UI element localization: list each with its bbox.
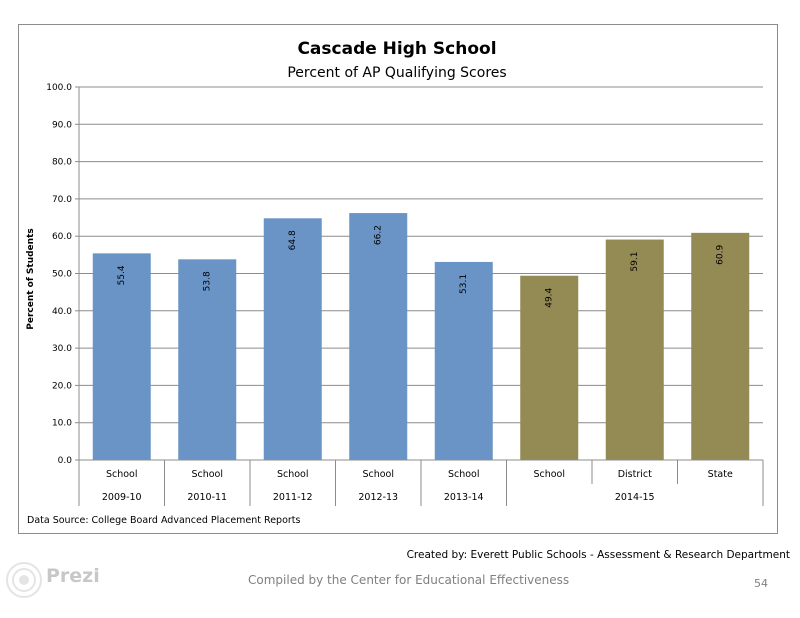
x-group-label: 2011-12 — [273, 492, 313, 503]
x-group-label: 2009-10 — [102, 492, 142, 503]
bar-chart: Cascade High School Percent of AP Qualif… — [26, 39, 764, 526]
y-axis-ticks: 0.0 10.0 20.0 30.0 40.0 50.0 60.0 70.0 80.0 90.0 1… — [46, 83, 72, 466]
chart-subtitle: Percent of AP Qualifying Scores — [287, 65, 506, 81]
y-tick-label: 50.0 — [52, 270, 72, 280]
bar — [349, 213, 408, 460]
bar-value-label: 49.4 — [545, 287, 555, 307]
chart-frame: Cascade High School Percent of AP Qualif… — [18, 24, 778, 534]
y-tick-label: 90.0 — [52, 120, 72, 130]
y-tick-label: 70.0 — [52, 195, 72, 205]
data-labels: 55.4 53.8 64.8 66.2 53.1 49.4 59.1 60.9 — [117, 225, 726, 308]
prezi-logo-text: Prezi — [46, 565, 100, 587]
y-tick-label: 0.0 — [58, 456, 73, 466]
x-group-label: 2013-14 — [444, 492, 484, 503]
bar-value-label: 60.9 — [716, 245, 726, 265]
bar-value-label: 66.2 — [374, 225, 384, 245]
created-by-credit: Created by: Everett Public Schools - Ass… — [406, 549, 790, 561]
x-axis-categories: School School School School School School Dist… — [78, 459, 764, 506]
x-group-label: 2014-15 — [615, 492, 655, 503]
bar — [605, 239, 664, 460]
y-tick-label: 20.0 — [52, 381, 72, 391]
bars — [92, 213, 750, 460]
bar-value-label: 53.8 — [203, 271, 213, 291]
bar-value-label: 53.1 — [459, 274, 469, 294]
bar-value-label: 64.8 — [288, 230, 298, 250]
x-group-label: 2012-13 — [358, 492, 398, 503]
y-tick-label: 80.0 — [52, 158, 72, 168]
y-tick-label: 30.0 — [52, 344, 72, 354]
x-category-label: State — [708, 469, 733, 480]
x-category-label: District — [618, 469, 652, 480]
y-axis-label: Percent of Students — [26, 228, 36, 329]
compiled-by-note: Compiled by the Center for Educational E… — [248, 573, 570, 587]
prezi-logo-icon — [6, 562, 42, 598]
bar-value-label: 59.1 — [630, 252, 640, 272]
x-category-label: School — [106, 469, 138, 480]
y-tick-label: 40.0 — [52, 307, 72, 317]
data-source-note: Data Source: College Board Advanced Plac… — [27, 515, 301, 526]
x-category-label: School — [448, 469, 480, 480]
x-category-label: School — [277, 469, 309, 480]
bar — [434, 261, 493, 460]
bar-value-label: 55.4 — [117, 265, 127, 285]
page-number: 54 — [754, 577, 768, 590]
chart-title: Cascade High School — [297, 39, 496, 59]
x-category-label: School — [533, 469, 565, 480]
y-tick-label: 100.0 — [46, 83, 72, 93]
bar — [92, 253, 151, 460]
bar — [691, 232, 750, 460]
y-tick-label: 60.0 — [52, 232, 72, 242]
x-category-label: School — [191, 469, 223, 480]
bar — [520, 275, 579, 460]
bar — [263, 218, 322, 460]
y-tick-label: 10.0 — [52, 419, 72, 429]
x-group-label: 2010-11 — [187, 492, 227, 503]
x-category-label: School — [362, 469, 394, 480]
bar — [178, 259, 237, 460]
